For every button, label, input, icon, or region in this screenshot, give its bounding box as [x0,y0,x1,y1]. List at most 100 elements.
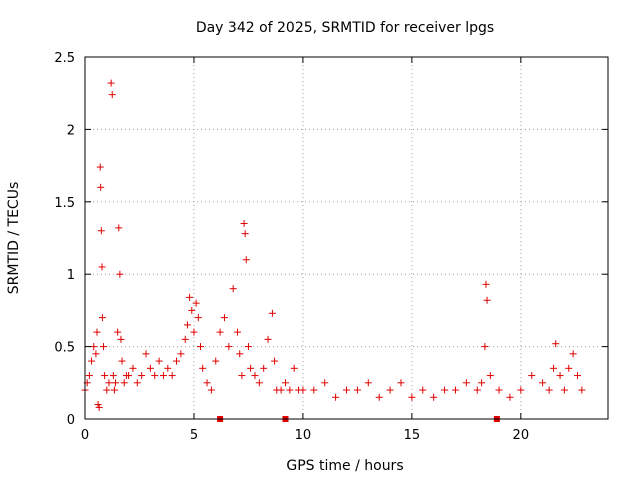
data-points [81,79,586,411]
data-point [116,270,124,278]
data-point [556,372,564,380]
data-point [159,372,167,380]
data-point [112,379,120,387]
y-tick-label: 2.5 [54,51,75,66]
data-point [192,299,200,307]
data-point [539,379,547,387]
x-tick-label: 5 [190,428,198,443]
plot-frame [84,56,609,420]
data-point [486,372,494,380]
data-point [240,220,248,228]
data-point [419,386,427,394]
data-point [573,372,581,380]
data-point [181,335,189,343]
data-point [310,386,318,394]
data-point [462,379,470,387]
data-point [321,379,329,387]
data-point [483,296,491,304]
data-point [100,343,108,351]
data-point [552,340,560,348]
data-point [242,256,250,264]
data-point [146,364,154,372]
data-point [164,364,172,372]
data-point [430,393,438,401]
data-point [212,357,220,365]
data-point [110,386,118,394]
data-point [290,364,298,372]
data-point [194,314,202,322]
data-point [229,285,237,293]
data-point [207,386,215,394]
data-point [478,379,486,387]
data-point [129,364,137,372]
y-tick-label: 2 [67,123,75,138]
data-point [550,364,558,372]
y-axis: 0 0.5 1 1.5 2 2.5 [54,51,608,428]
data-point [234,328,242,336]
data-point [299,386,307,394]
data-point [125,372,133,380]
data-point [332,393,340,401]
data-point [109,372,117,380]
data-point [97,183,105,191]
data-point [97,227,105,235]
data-point [343,386,350,394]
data-point [397,379,405,387]
data-point [85,372,93,380]
y-tick-label: 1 [67,268,75,283]
data-point [560,386,568,394]
data-point [199,364,207,372]
data-point [183,321,191,329]
data-point [277,386,285,394]
data-point [481,343,489,351]
data-point [545,386,553,394]
data-point [114,328,122,336]
data-point [408,393,416,401]
data-point [92,350,100,358]
data-point [168,372,176,380]
data-point [94,401,102,409]
data-point [220,314,228,322]
data-point [495,386,503,394]
data-point [225,343,233,351]
chart-title: Day 342 of 2025, SRMTID for receiver lpg… [196,20,494,36]
data-point [286,386,294,394]
data-point [236,350,244,358]
data-point [578,386,586,394]
data-point [108,91,116,99]
data-point [255,379,263,387]
data-point [93,328,101,336]
y-axis-label: SRMTID / TECUs [6,182,22,295]
data-point [281,379,289,387]
data-point [120,379,128,387]
grid [85,57,608,419]
data-point [386,386,394,394]
x-axis-label: GPS time / hours [286,458,403,474]
data-point [88,357,96,365]
y-tick-label: 1.5 [54,196,75,211]
data-point [353,386,361,394]
data-point [247,364,255,372]
y-tick-label: 0 [67,413,75,428]
data-point [268,309,276,317]
data-point [133,379,141,387]
data-point [151,372,159,380]
data-point [190,328,198,336]
data-point [173,357,181,365]
x-axis: 0 5 10 15 20 [81,57,529,443]
data-point [565,364,573,372]
data-point [203,379,211,387]
data-point [473,386,481,394]
data-point [264,335,272,343]
data-point [506,393,514,401]
data-point [107,79,115,87]
data-point [101,372,109,380]
data-point [260,364,268,372]
data-point [569,350,577,358]
data-point [188,306,196,314]
data-point [528,372,536,380]
data-point [115,224,123,232]
data-point [177,350,185,358]
data-point [103,386,111,394]
data-point [441,386,449,394]
